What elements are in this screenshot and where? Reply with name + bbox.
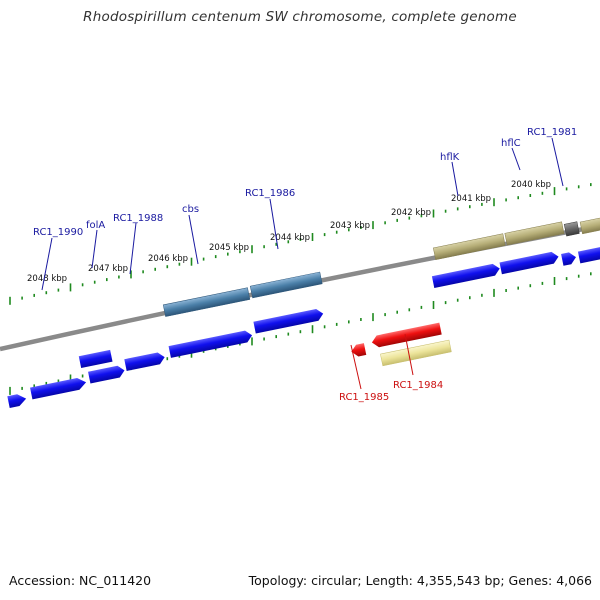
reverse-cds-track bbox=[350, 322, 442, 358]
feature-bar-gray[interactable] bbox=[563, 221, 580, 237]
feature-bar-steel-2[interactable] bbox=[249, 271, 323, 299]
tick-label-2047: 2047 kbp bbox=[88, 264, 128, 274]
cds-arrow-fwd-8[interactable] bbox=[431, 263, 501, 288]
gene-label-rc1-1981[interactable]: RC1_1981 bbox=[527, 127, 577, 138]
cds-arrow-fwd-10[interactable] bbox=[561, 251, 577, 266]
feature-bar-lightkhaki[interactable] bbox=[380, 339, 452, 367]
gene-label-rc1-1988[interactable]: RC1_1988 bbox=[113, 213, 163, 224]
cds-arrow-fwd-3[interactable] bbox=[78, 349, 113, 368]
gene-label-rc1-1990[interactable]: RC1_1990 bbox=[33, 227, 83, 238]
tick-labels: 2048 kbp 2047 kbp 2046 kbp 2045 kbp 2044… bbox=[27, 180, 551, 284]
upper-tick-track bbox=[9, 183, 592, 305]
feature-bar-khaki-1[interactable] bbox=[432, 233, 506, 260]
tick-label-2042: 2042 kbp bbox=[391, 208, 431, 218]
leader-line-fola bbox=[91, 229, 98, 269]
genome-map[interactable]: 2048 kbp 2047 kbp 2046 kbp 2045 kbp 2044… bbox=[0, 0, 600, 560]
forward-cds-track bbox=[7, 246, 600, 409]
gene-label-rc1-1984[interactable]: RC1_1984 bbox=[393, 380, 443, 391]
cds-arrow-fwd-1[interactable] bbox=[7, 393, 27, 409]
feature-bar-khaki-3[interactable] bbox=[579, 215, 600, 235]
leader-line-rc1-1988 bbox=[129, 222, 137, 275]
gene-label-fola[interactable]: folA bbox=[86, 220, 105, 231]
tick-label-2043: 2043 kbp bbox=[330, 221, 370, 231]
gene-label-hflc[interactable]: hflC bbox=[501, 138, 521, 149]
reverse-gene-labels: RC1_1985 RC1_1984 bbox=[339, 333, 443, 403]
cds-arrow-fwd-2[interactable] bbox=[30, 376, 87, 400]
map-title: Rhodospirillum centenum SW chromosome, c… bbox=[83, 9, 517, 25]
cds-arrow-fwd-5[interactable] bbox=[124, 351, 166, 371]
leader-line-hflk bbox=[451, 161, 459, 197]
tick-label-2040: 2040 kbp bbox=[511, 180, 551, 190]
gene-label-cbs[interactable]: cbs bbox=[182, 204, 199, 215]
genome-summary-text: Topology: circular; Length: 4,355,543 bp… bbox=[248, 573, 592, 588]
leader-line-rc1-1986 bbox=[269, 198, 279, 250]
leader-line-cbs bbox=[188, 214, 199, 265]
forward-gene-labels: RC1_1990 folA RC1_1988 cbs RC1_1986 hflK… bbox=[33, 127, 577, 291]
tick-label-2044: 2044 kbp bbox=[270, 233, 310, 243]
cds-arrow-fwd-6[interactable] bbox=[168, 329, 254, 358]
accession-text: Accession: NC_011420 bbox=[9, 573, 152, 588]
tick-label-2048: 2048 kbp bbox=[27, 274, 67, 284]
cds-arrow-fwd-7[interactable] bbox=[253, 308, 324, 334]
cds-arrow-fwd-9[interactable] bbox=[499, 251, 560, 275]
tick-label-2041: 2041 kbp bbox=[451, 194, 491, 204]
leader-line-rc1-1985 bbox=[350, 344, 362, 390]
gene-label-rc1-1985[interactable]: RC1_1985 bbox=[339, 392, 389, 403]
feature-bar-steel-1[interactable] bbox=[162, 287, 251, 317]
gene-label-rc1-1986[interactable]: RC1_1986 bbox=[245, 188, 295, 199]
reverse-feature-track bbox=[380, 339, 452, 367]
cds-arrow-fwd-11[interactable] bbox=[577, 246, 600, 264]
tick-label-2045: 2045 kbp bbox=[209, 243, 249, 253]
cds-arrow-rev-2[interactable] bbox=[371, 322, 442, 349]
leader-line-hflc bbox=[511, 147, 521, 171]
cds-arrow-rev-1[interactable] bbox=[350, 343, 367, 358]
forward-feature-track bbox=[162, 215, 600, 317]
leader-line-rc1-1984 bbox=[404, 333, 414, 376]
gene-label-hflk[interactable]: hflK bbox=[440, 152, 460, 163]
leader-line-rc1-1981 bbox=[551, 137, 564, 187]
cds-arrow-fwd-4[interactable] bbox=[88, 365, 126, 384]
feature-bar-khaki-2[interactable] bbox=[504, 221, 565, 246]
tick-label-2046: 2046 kbp bbox=[148, 254, 188, 264]
leader-line-rc1-1990 bbox=[41, 237, 53, 291]
